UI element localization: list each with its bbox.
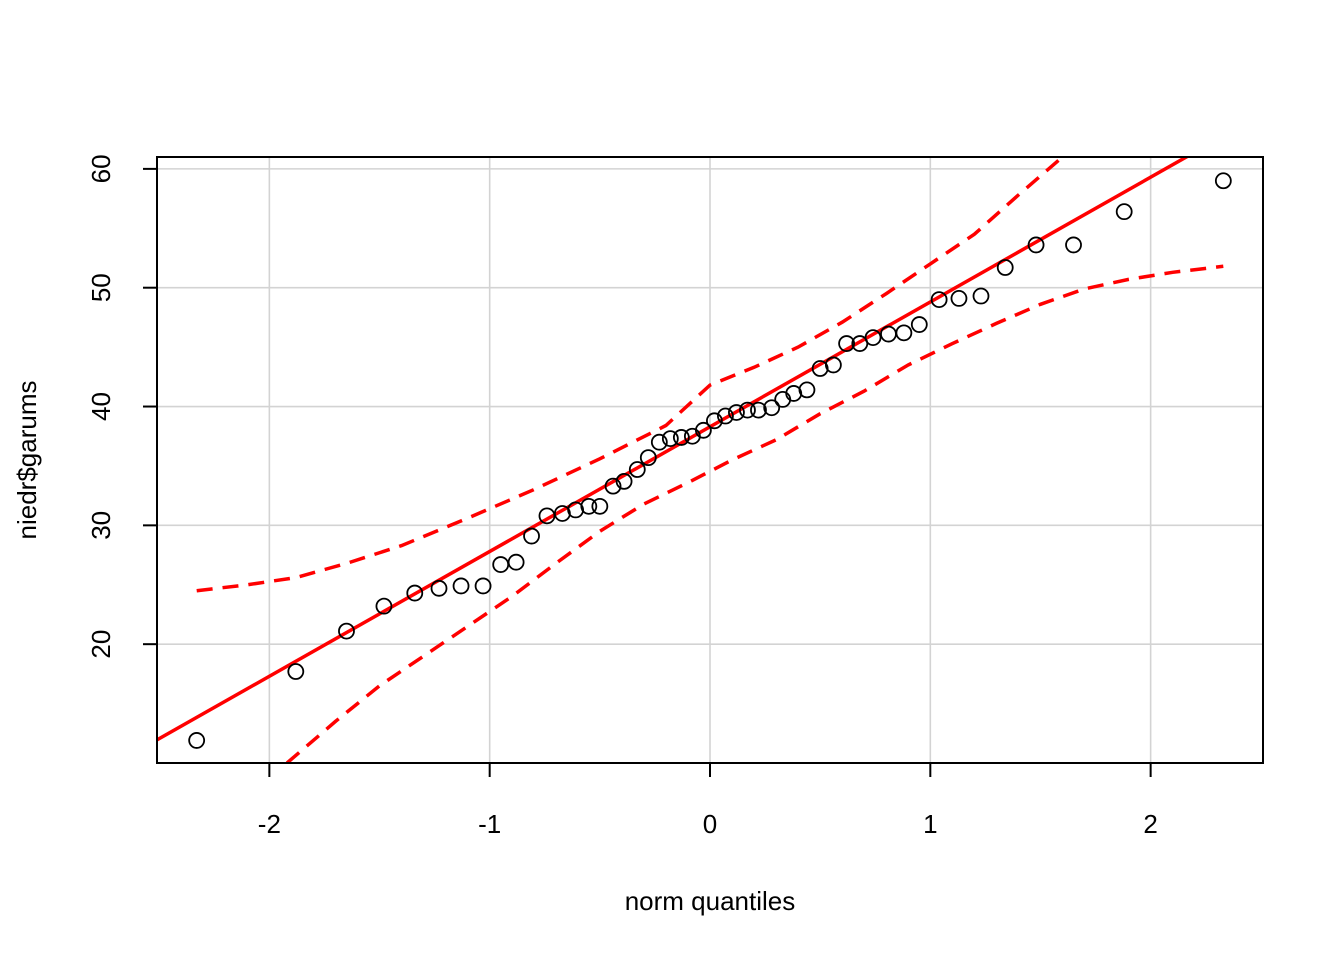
x-axis: -2 -1 0 1 2 — [258, 763, 1158, 839]
data-point — [950, 289, 968, 307]
y-tick-label: 30 — [86, 511, 116, 540]
data-point — [706, 412, 723, 430]
data-point — [639, 449, 657, 467]
data-point — [430, 579, 448, 597]
data-point — [1115, 203, 1133, 221]
data-point — [910, 316, 928, 333]
x-tick-label: 2 — [1143, 809, 1157, 839]
data-point — [864, 329, 882, 347]
y-axis-label: niedr$garums — [12, 381, 42, 540]
data-point — [895, 324, 913, 342]
y-tick-label: 60 — [86, 154, 116, 183]
data-point — [1027, 236, 1045, 254]
y-tick-label: 50 — [86, 273, 116, 302]
data-point — [750, 401, 767, 419]
data-point — [406, 584, 424, 602]
data-point — [375, 597, 393, 615]
data-point — [452, 577, 470, 595]
data-point — [763, 399, 781, 417]
data-points — [188, 172, 1232, 749]
envelope-lower-line — [285, 264, 1224, 763]
y-axis: 20 30 40 50 60 — [86, 154, 157, 659]
data-point — [492, 556, 510, 573]
data-point — [694, 421, 712, 439]
data-point — [507, 553, 525, 571]
data-point — [287, 663, 305, 680]
data-point — [1214, 172, 1232, 190]
data-point — [728, 404, 745, 421]
data-point — [672, 429, 690, 446]
x-tick-label: -1 — [478, 809, 501, 839]
data-point — [880, 325, 897, 343]
x-tick-label: 1 — [923, 809, 937, 839]
data-point — [930, 291, 948, 308]
data-point — [650, 433, 668, 451]
y-tick-label: 40 — [86, 392, 116, 421]
data-point — [838, 335, 855, 352]
x-axis-label: norm quantiles — [625, 886, 796, 916]
data-point — [628, 461, 646, 478]
y-tick-label: 20 — [86, 630, 116, 659]
data-point — [338, 622, 355, 640]
data-point — [580, 497, 598, 515]
data-point — [824, 356, 842, 374]
plot-area — [157, 157, 1232, 763]
data-point — [661, 430, 679, 448]
data-point — [591, 497, 609, 515]
data-point — [188, 732, 206, 749]
data-point — [474, 577, 492, 595]
data-point — [615, 472, 633, 490]
data-point — [604, 477, 622, 495]
envelope-upper-line — [196, 157, 1064, 593]
confidence-envelope — [196, 157, 1224, 763]
data-point — [798, 381, 816, 399]
x-tick-label: -2 — [258, 809, 281, 839]
data-point — [739, 401, 756, 419]
data-point — [1065, 236, 1082, 254]
grid-lines — [157, 157, 1263, 763]
data-point — [996, 259, 1014, 276]
data-point — [717, 407, 734, 425]
data-point — [523, 527, 540, 545]
x-tick-label: 0 — [703, 809, 717, 839]
data-point — [972, 287, 990, 305]
